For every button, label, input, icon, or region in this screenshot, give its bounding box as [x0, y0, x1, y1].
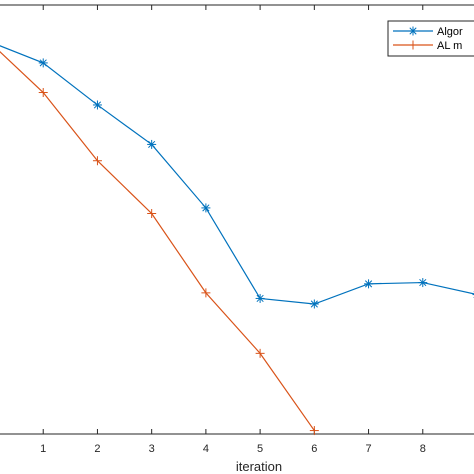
- data-point: [309, 299, 319, 309]
- data-point: [255, 348, 265, 358]
- x-tick-label: 7: [365, 443, 371, 455]
- x-tick-label: 8: [420, 443, 426, 455]
- data-point: [418, 278, 428, 288]
- x-tick-label: 1: [40, 443, 46, 455]
- data-point: [147, 208, 157, 218]
- legend-marker: [408, 40, 418, 50]
- x-ticks: 1 2 3 4 5 6 7 8: [40, 5, 426, 455]
- x-tick-label: 3: [149, 443, 155, 455]
- data-point: [92, 100, 102, 110]
- data-point: [309, 426, 319, 436]
- x-tick-label: 4: [203, 443, 209, 455]
- legend-label: AL m: [437, 40, 462, 52]
- series-line: [0, 50, 315, 431]
- data-point: [364, 279, 374, 289]
- x-tick-label: 5: [257, 443, 263, 455]
- legend-label: Algor: [437, 26, 463, 38]
- x-tick-label: 2: [94, 443, 100, 455]
- data-point: [38, 88, 48, 98]
- x-tick-label: 6: [311, 443, 317, 455]
- legend: Algor AL m: [387, 20, 474, 57]
- data-point: [92, 156, 102, 166]
- data-point: [38, 58, 48, 68]
- data-point: [201, 203, 211, 213]
- legend-box: [387, 20, 474, 57]
- legend-marker: [408, 26, 418, 36]
- x-axis-label: iteration: [236, 459, 282, 474]
- data-point: [255, 293, 265, 303]
- series-line: [0, 45, 474, 305]
- series-layer: [0, 45, 474, 436]
- plot-frame: [0, 4, 474, 435]
- data-point: [147, 139, 157, 149]
- data-point: [201, 288, 211, 298]
